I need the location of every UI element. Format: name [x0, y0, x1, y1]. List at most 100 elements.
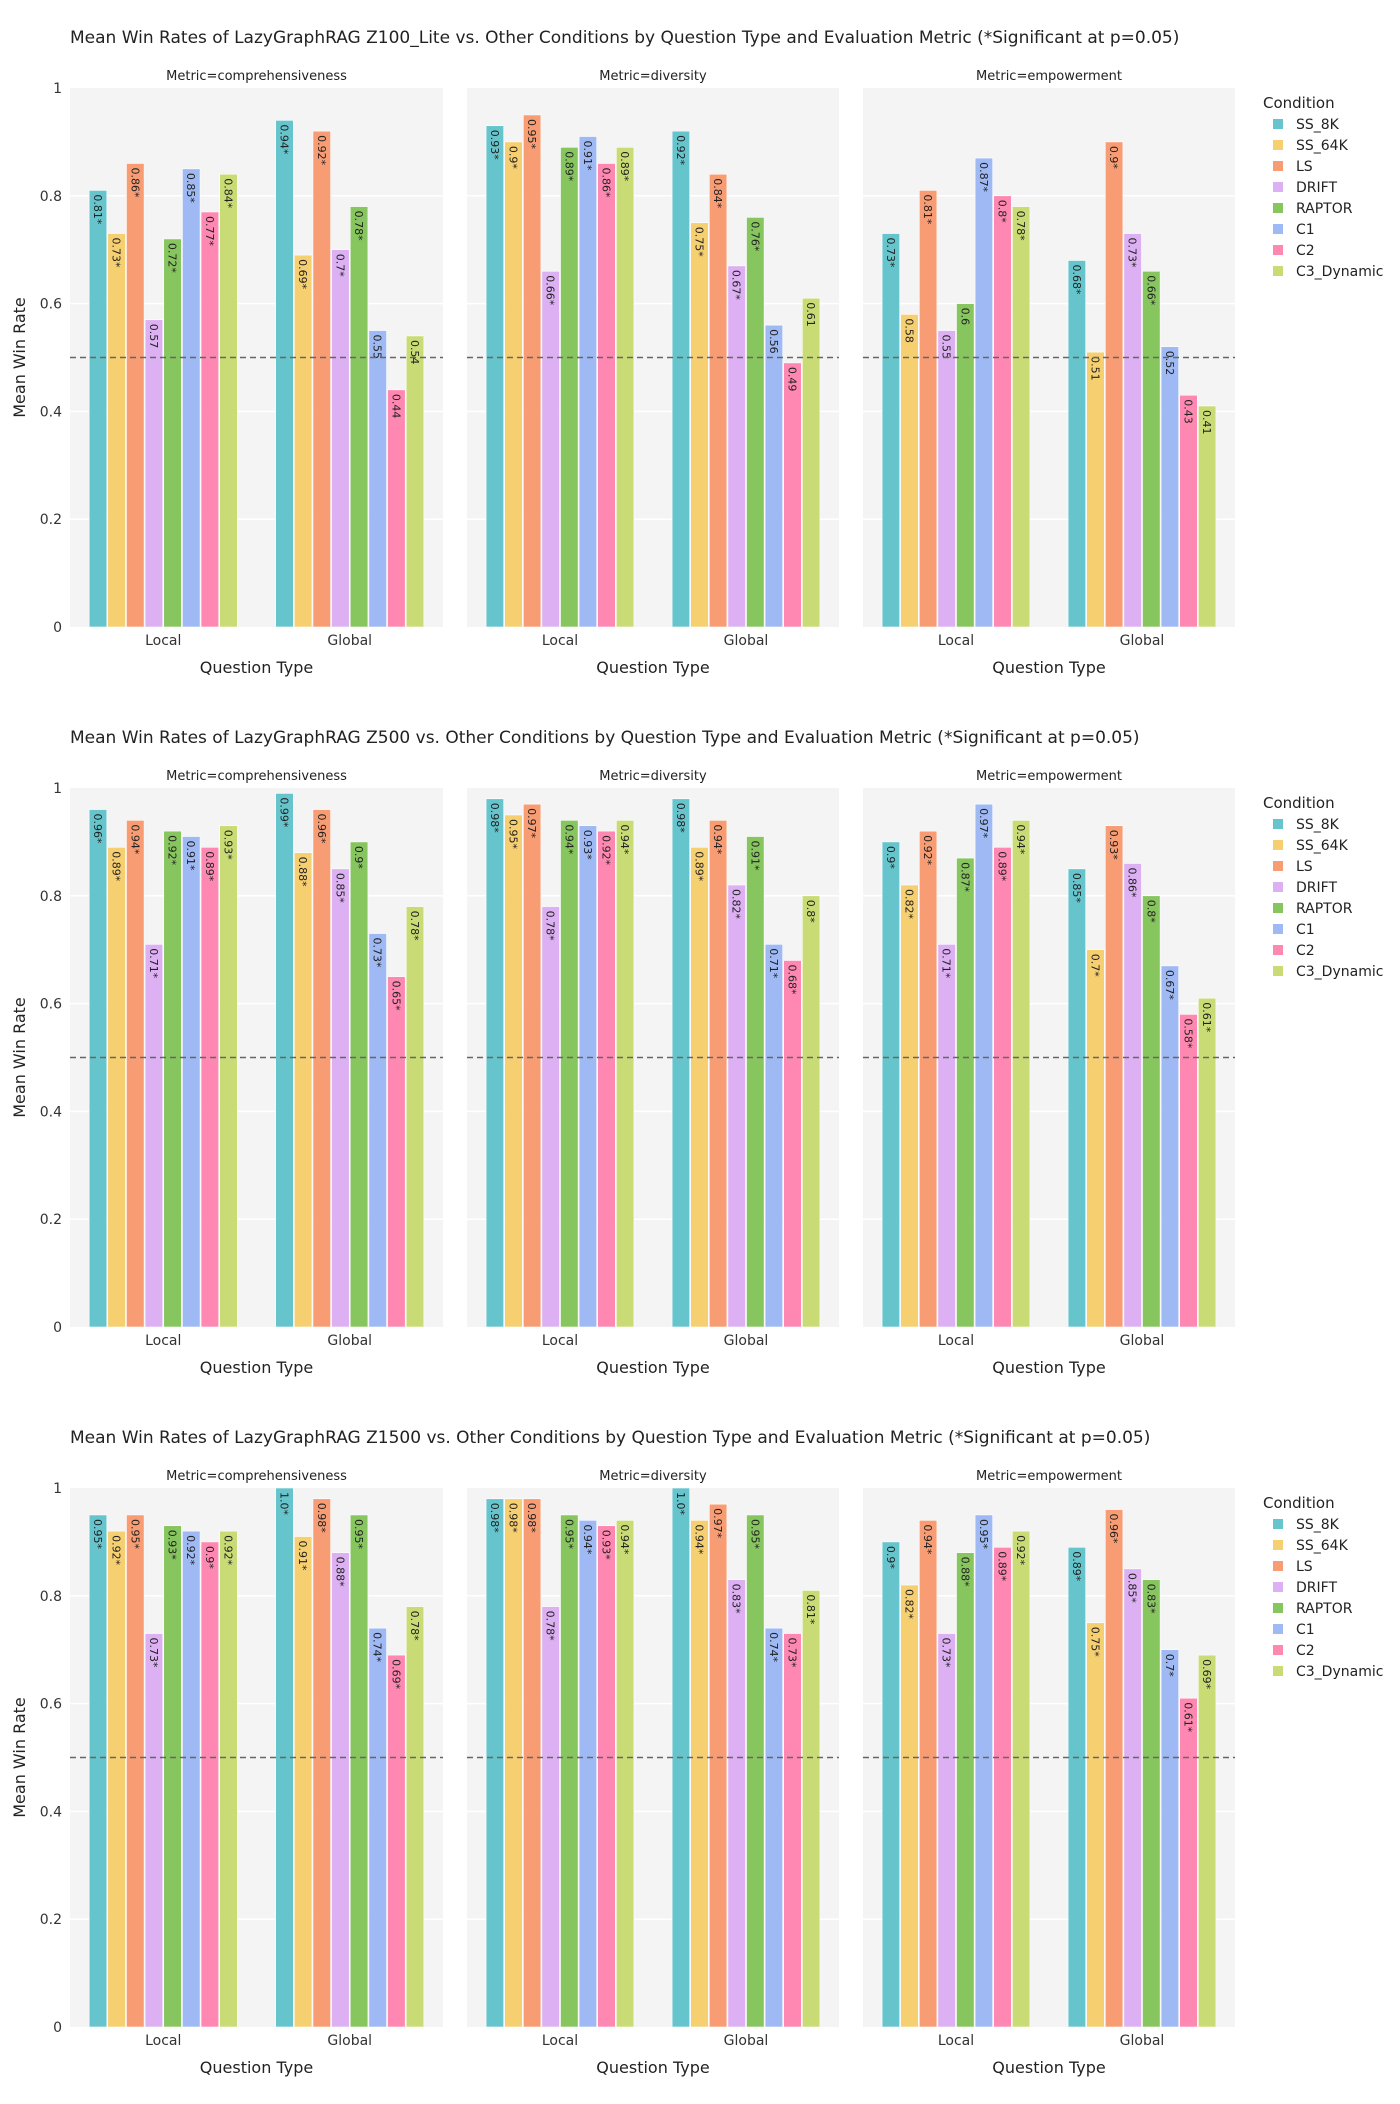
bar-label: 0.61	[804, 302, 817, 327]
bar-ss_8k	[88, 1514, 108, 2028]
legend-label: C3_Dynamic	[1296, 964, 1383, 980]
bar-label: 0.65*	[389, 981, 402, 1011]
bar-ls	[1105, 1509, 1124, 2028]
panel-1: 0 0.2 0.4 0.6 0.8 1 Metric=comprehensiveness 0.…	[40, 769, 443, 1377]
bar-label: 0.98*	[674, 803, 687, 833]
bar-label: 0.71*	[940, 948, 953, 978]
bar-label: 0.66*	[1144, 275, 1157, 305]
bar-label: 0.77*	[203, 216, 216, 246]
bar-label: 0.89*	[618, 151, 631, 181]
bar-label: 0.83*	[730, 1584, 743, 1614]
legend-swatch	[1273, 861, 1283, 871]
bar-raptor	[956, 1552, 975, 2028]
legend-swatch	[1273, 1603, 1283, 1613]
y-tick-label: 0.8	[40, 1589, 62, 1605]
legend-item[interactable]: LS	[1273, 159, 1313, 175]
panel-subtitle: Metric=comprehensiveness	[166, 1469, 347, 1484]
legend-item[interactable]: DRIFT	[1273, 1580, 1337, 1596]
legend-item[interactable]: DRIFT	[1273, 880, 1337, 896]
chart-1: Mean Win Rates of LazyGraphRAG Z100_Lite…	[10, 28, 1383, 677]
legend-item[interactable]: SS_8K	[1273, 817, 1340, 833]
legend-item[interactable]: SS_64K	[1273, 138, 1349, 154]
bar-label: 0.86*	[1126, 867, 1139, 897]
bar-c2	[200, 211, 220, 628]
bar-label: 0.49	[786, 367, 799, 392]
bar-ls	[522, 114, 542, 628]
legend-label: C1	[1296, 1622, 1315, 1638]
bar-label: 0.95*	[562, 1519, 575, 1549]
legend-item[interactable]: RAPTOR	[1273, 1601, 1353, 1617]
legend-label: RAPTOR	[1296, 901, 1353, 917]
bar-label: 0.98*	[507, 1503, 520, 1533]
legend-item[interactable]: DRIFT	[1273, 180, 1337, 196]
y-tick-label: 0.6	[40, 297, 62, 313]
bar-ss_8k	[671, 130, 690, 628]
bar-label: 0.9*	[884, 1546, 897, 1569]
bar-raptor	[560, 146, 579, 628]
legend-item[interactable]: C3_Dynamic	[1273, 264, 1383, 280]
bar-ls	[918, 1520, 938, 2028]
bar-raptor	[746, 836, 765, 1328]
bar-ls	[312, 1498, 331, 2028]
bar-label: 0.75*	[693, 227, 706, 257]
bar-label: 0.7*	[1089, 954, 1102, 977]
bar-label: 0.96*	[1107, 1514, 1120, 1544]
bar-label: 0.92*	[166, 835, 179, 865]
legend-item[interactable]: SS_64K	[1273, 838, 1349, 854]
bar-label: 0.89*	[693, 851, 706, 881]
panel-subtitle: Metric=empowerment	[976, 1469, 1122, 1484]
bar-label: 0.92*	[184, 1535, 197, 1565]
panel-3: Metric=empowerment 0.9* 0.82* 0.92* 0.71* 0.8…	[863, 769, 1235, 1377]
legend-item[interactable]: C2	[1273, 243, 1315, 259]
bar-raptor	[349, 841, 369, 1328]
bar-ls	[708, 820, 728, 1328]
legend-swatch	[1273, 119, 1283, 129]
bar-raptor	[349, 1514, 369, 2028]
legend-swatch	[1273, 1582, 1283, 1592]
legend-item[interactable]: C3_Dynamic	[1273, 964, 1383, 980]
bar-c2	[1179, 1697, 1198, 2028]
bar-label: 0.87*	[977, 162, 990, 192]
x-axis-title: Question Type	[992, 658, 1105, 677]
legend-item[interactable]: LS	[1273, 1559, 1313, 1575]
bar-drift	[144, 944, 164, 1328]
panel-2: Metric=diversity 0.93* 0.9* 0.95* 0.66* 0.89*…	[467, 69, 839, 677]
legend-item[interactable]: C3_Dynamic	[1273, 1664, 1383, 1680]
bar-label: 0.93*	[600, 1530, 613, 1560]
legend-item[interactable]: C1	[1273, 1622, 1315, 1638]
bar-label: 0.58	[903, 318, 916, 343]
bar-c3_dynamic	[801, 1590, 821, 2028]
x-tick-label: Global	[1120, 2033, 1165, 2049]
bar-c1	[578, 1520, 597, 2028]
panel-subtitle: Metric=empowerment	[976, 69, 1122, 84]
bar-label: 0.85*	[1070, 873, 1083, 903]
legend-item[interactable]: SS_64K	[1273, 1538, 1349, 1554]
legend-item[interactable]: LS	[1273, 859, 1313, 875]
legend-item[interactable]: RAPTOR	[1273, 201, 1353, 217]
legend-label: DRIFT	[1296, 180, 1337, 196]
legend-item[interactable]: C2	[1273, 1643, 1315, 1659]
bar-ls	[522, 1498, 542, 2028]
legend-item[interactable]: RAPTOR	[1273, 901, 1353, 917]
bar-drift	[727, 1579, 746, 2028]
legend-item[interactable]: SS_8K	[1273, 117, 1340, 133]
bar-label: 0.74*	[371, 1632, 384, 1662]
legend-label: LS	[1296, 159, 1313, 175]
bar-label: 0.92*	[222, 1535, 235, 1565]
legend-label: RAPTOR	[1296, 201, 1353, 217]
bar-label: 0.94*	[693, 1524, 706, 1554]
bar-label: 0.94*	[1014, 824, 1027, 854]
legend-item[interactable]: C2	[1273, 943, 1315, 959]
legend-item[interactable]: C1	[1273, 222, 1315, 238]
legend-item[interactable]: SS_8K	[1273, 1517, 1340, 1533]
bar-label: 0.95*	[748, 1519, 761, 1549]
legend-item[interactable]: C1	[1273, 922, 1315, 938]
bar-label: 0.95*	[507, 819, 520, 849]
bar-c3_dynamic	[801, 895, 821, 1328]
bar-c2	[597, 1525, 616, 2028]
legend-title: Condition	[1263, 94, 1335, 112]
bar-label: 0.9*	[352, 846, 365, 869]
bar-c3_dynamic	[615, 146, 635, 628]
bar-ls	[918, 830, 938, 1328]
legend: Condition SS_8K SS_64K LS DRIFT RAPTOR C1 C2 C3_…	[1263, 1494, 1383, 1680]
